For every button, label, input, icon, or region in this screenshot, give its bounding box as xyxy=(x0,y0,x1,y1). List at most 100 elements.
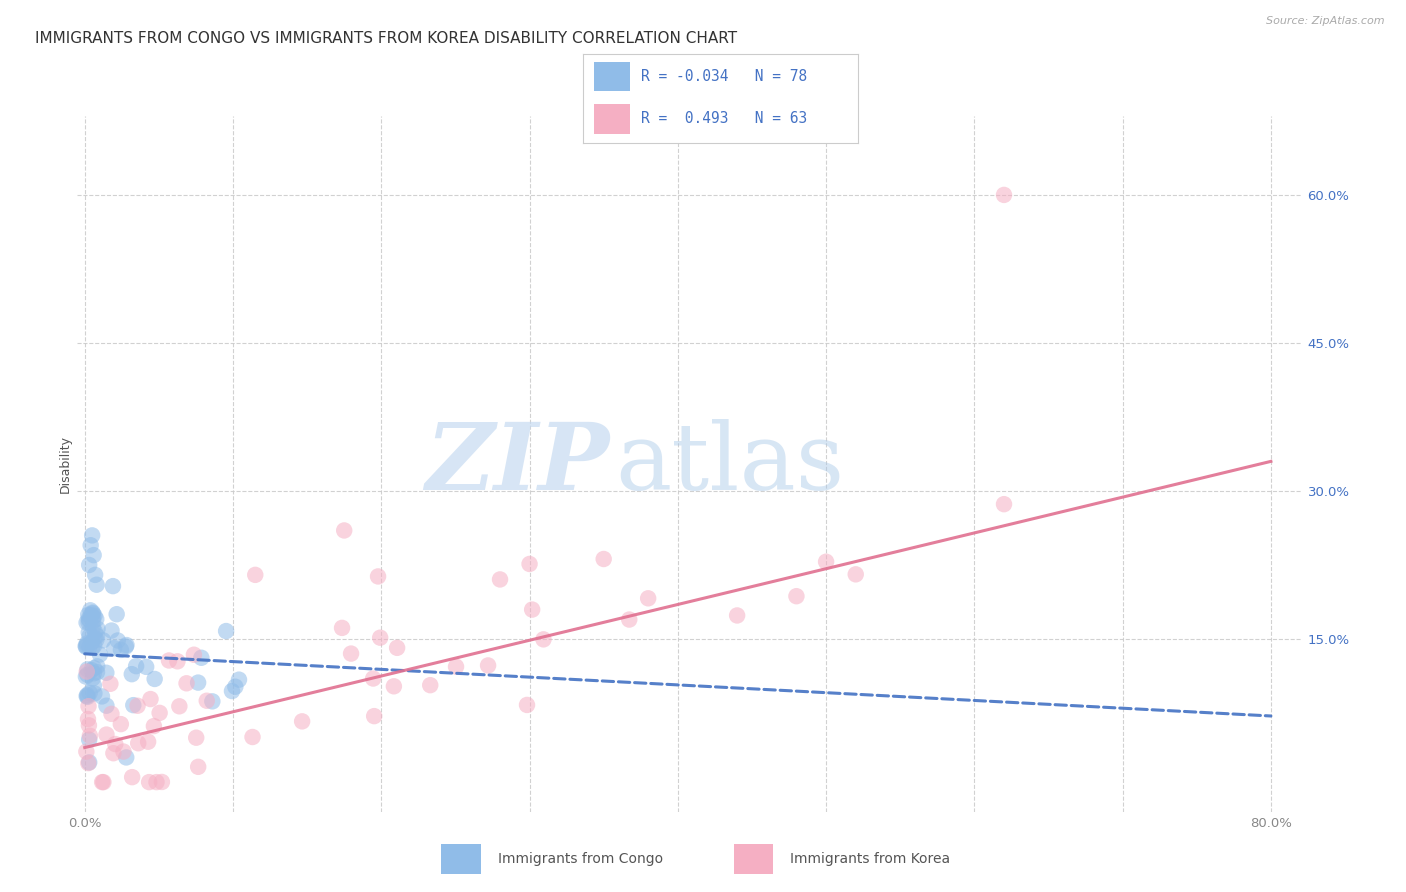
Text: IMMIGRANTS FROM CONGO VS IMMIGRANTS FROM KOREA DISABILITY CORRELATION CHART: IMMIGRANTS FROM CONGO VS IMMIGRANTS FROM… xyxy=(35,31,737,46)
Text: R = -0.034   N = 78: R = -0.034 N = 78 xyxy=(641,69,807,84)
Point xyxy=(385,640,408,655)
Point xyxy=(79,538,101,552)
Point xyxy=(169,699,191,714)
Point xyxy=(112,745,135,759)
Point xyxy=(993,497,1015,511)
Point xyxy=(82,614,104,628)
Point xyxy=(77,718,100,732)
Point xyxy=(157,653,180,667)
Point xyxy=(75,669,97,683)
Point xyxy=(77,615,100,630)
Point xyxy=(83,661,105,675)
Text: R =  0.493   N = 63: R = 0.493 N = 63 xyxy=(641,112,807,126)
Bar xyxy=(734,844,773,874)
Point xyxy=(291,714,314,729)
Point xyxy=(127,698,149,713)
Point xyxy=(76,665,98,679)
Point xyxy=(79,603,101,617)
Point xyxy=(183,648,205,662)
Point xyxy=(419,678,441,692)
Point xyxy=(121,667,143,681)
Point xyxy=(82,606,104,620)
Point xyxy=(77,756,100,770)
Point xyxy=(83,666,105,681)
Point xyxy=(76,667,98,681)
Point xyxy=(149,706,172,720)
Point xyxy=(166,654,188,668)
Bar xyxy=(441,844,481,874)
Point xyxy=(79,640,101,654)
Point xyxy=(77,607,100,622)
Point xyxy=(77,756,100,770)
Point xyxy=(785,589,807,603)
Point xyxy=(519,557,541,571)
Point xyxy=(79,629,101,643)
Point xyxy=(82,671,104,685)
Point xyxy=(138,775,160,789)
Point xyxy=(86,665,108,680)
Point xyxy=(224,680,246,694)
Point xyxy=(142,719,165,733)
Point xyxy=(100,677,122,691)
Point xyxy=(93,775,115,789)
Point xyxy=(82,607,104,621)
Point xyxy=(80,663,103,677)
Point xyxy=(86,622,108,636)
Point xyxy=(187,760,209,774)
Point xyxy=(201,694,224,708)
Point xyxy=(121,770,143,784)
Point xyxy=(83,679,105,693)
Point xyxy=(107,633,129,648)
Point xyxy=(215,624,238,638)
Point xyxy=(242,730,264,744)
Point xyxy=(104,737,127,751)
Point xyxy=(77,732,100,747)
Point xyxy=(86,578,108,592)
Point xyxy=(195,694,218,708)
Point xyxy=(76,662,98,676)
Point xyxy=(122,698,145,713)
Point xyxy=(82,620,104,634)
Point xyxy=(143,672,166,686)
Point xyxy=(190,650,212,665)
Point xyxy=(845,567,868,582)
Point xyxy=(75,640,97,654)
Point xyxy=(187,675,209,690)
Point xyxy=(89,648,111,662)
Point xyxy=(96,665,118,680)
Point xyxy=(103,746,125,760)
Point xyxy=(80,635,103,649)
Point xyxy=(75,639,97,653)
Point xyxy=(725,608,748,623)
Point xyxy=(340,647,363,661)
Point xyxy=(135,660,157,674)
Point xyxy=(83,631,105,645)
Text: Immigrants from Korea: Immigrants from Korea xyxy=(790,852,950,865)
Point xyxy=(76,689,98,703)
Point xyxy=(815,555,838,569)
Point xyxy=(86,629,108,643)
Point xyxy=(76,615,98,630)
Point xyxy=(125,659,148,673)
Point xyxy=(84,567,107,582)
Point xyxy=(83,608,105,623)
Point xyxy=(76,688,98,702)
Point xyxy=(110,643,132,657)
Point xyxy=(993,188,1015,202)
Point xyxy=(127,736,149,750)
Point xyxy=(79,613,101,627)
Point xyxy=(489,573,512,587)
Point xyxy=(84,624,107,639)
Point xyxy=(139,692,162,706)
Point xyxy=(84,612,107,626)
Point xyxy=(361,672,384,686)
Y-axis label: Disability: Disability xyxy=(59,434,72,493)
Point xyxy=(367,569,389,583)
Point xyxy=(76,690,98,704)
Point xyxy=(86,659,108,673)
Point xyxy=(101,579,124,593)
Point xyxy=(83,548,105,562)
Point xyxy=(477,658,499,673)
Point xyxy=(533,632,555,647)
Point xyxy=(520,602,543,616)
